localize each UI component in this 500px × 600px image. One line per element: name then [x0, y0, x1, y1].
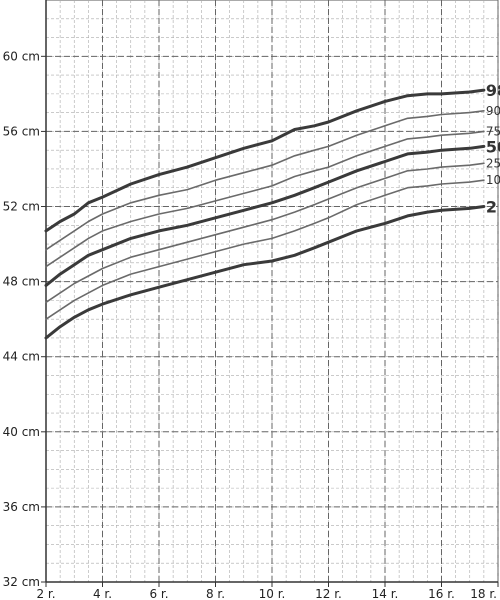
x-tick-label: 6 r.	[149, 587, 168, 600]
y-axis-ticks: 32 cm 36 cm 40 cm 44 cm 48 cm 52 cm 56 cm 60 cm	[3, 49, 46, 589]
major-grid	[46, 0, 499, 582]
y-tick-label: 36 cm	[3, 500, 40, 514]
x-tick-label: 4 r.	[93, 587, 112, 600]
series-line-p2	[44, 205, 486, 340]
series-label-p90: 90	[486, 104, 500, 118]
series-line-p50	[44, 144, 486, 287]
y-tick-label: 44 cm	[3, 350, 40, 364]
series-label-p75: 75	[486, 124, 500, 138]
series-label-p25: 25	[486, 156, 500, 170]
x-tick-label: 18 r.	[470, 587, 497, 600]
series-line-p98	[44, 88, 486, 233]
y-tick-label: 48 cm	[3, 275, 40, 289]
y-tick-label: 40 cm	[3, 425, 40, 439]
x-tick-label: 10 r.	[259, 587, 286, 600]
x-axis-ticks: 2 r. 4 r. 6 r. 8 r. 10 r. 12 r. 14 r. 16 r. 18 r…	[36, 582, 499, 600]
x-tick-label: 2 r.	[36, 587, 55, 600]
series-label-p50: 50	[486, 137, 500, 156]
series-labels: 98 90 755025 10 2	[486, 81, 500, 216]
x-tick-label: 16 r.	[428, 587, 455, 600]
minor-grid	[46, 0, 498, 582]
series-label-p98: 98	[486, 81, 500, 100]
y-tick-label: 52 cm	[3, 200, 40, 214]
series-label-p2: 2	[486, 198, 497, 217]
series-line-p10	[45, 179, 485, 321]
series-line-p25	[45, 162, 485, 304]
series-line-p75	[45, 130, 485, 268]
y-tick-label: 56 cm	[3, 124, 40, 138]
y-tick-label: 60 cm	[3, 49, 40, 63]
y-tick-label: 32 cm	[3, 575, 40, 589]
x-tick-label: 12 r.	[315, 587, 342, 600]
series-label-p10: 10	[486, 173, 500, 187]
series-lines	[44, 88, 486, 340]
series-line-p90	[45, 110, 485, 251]
x-tick-label: 8 r.	[206, 587, 225, 600]
x-tick-label: 14 r.	[372, 587, 399, 600]
